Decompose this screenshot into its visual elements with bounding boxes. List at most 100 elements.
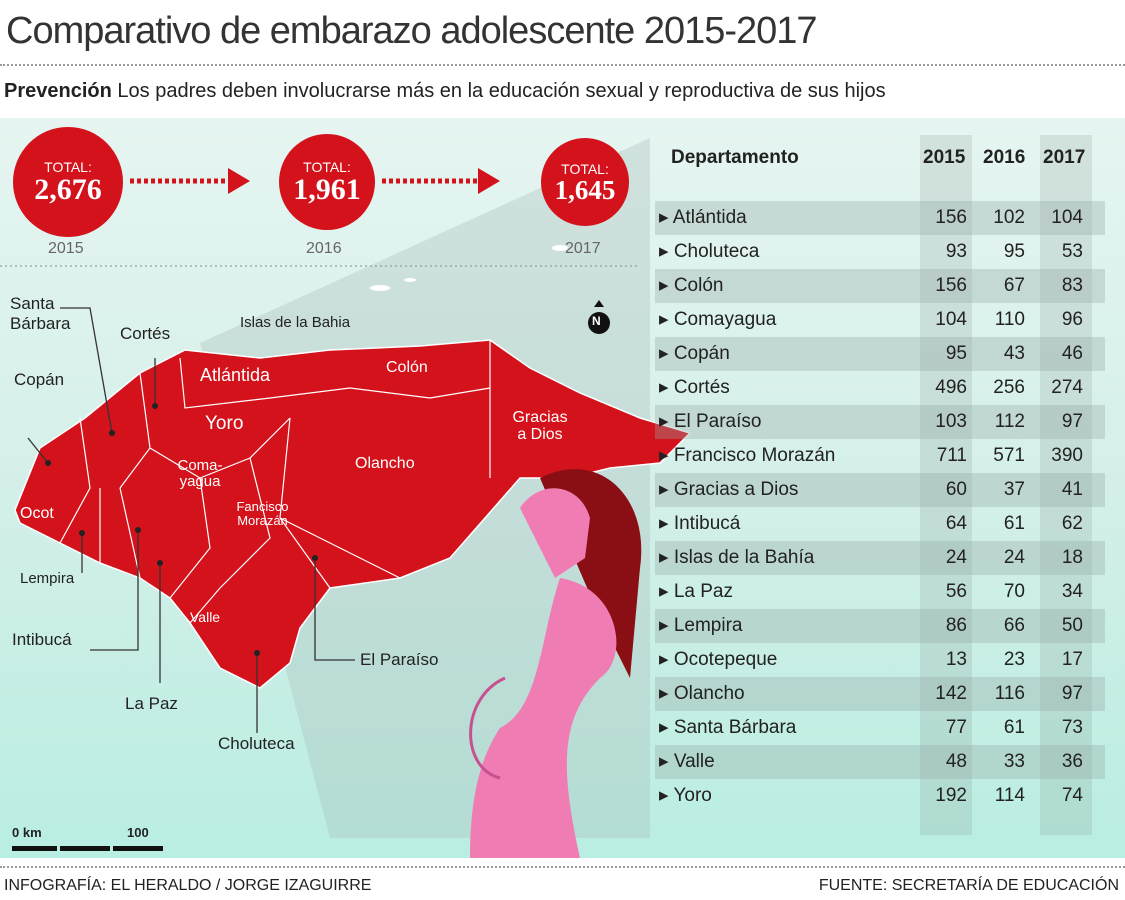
total-label: TOTAL: — [44, 159, 92, 175]
cell-value: 61 — [1003, 717, 1025, 738]
map-label: Ocot — [20, 505, 54, 522]
cell-value: 67 — [1003, 275, 1025, 296]
cell-value: 64 — [945, 513, 967, 534]
department-name: ▸ Ocotepeque — [659, 649, 778, 670]
table-row: ▸ Atlántida 156 102 104 — [655, 201, 1105, 235]
total-2015-badge: TOTAL: 2,676 — [13, 127, 123, 237]
leader-dots — [45, 403, 318, 656]
map-label: Santa Bárbara — [10, 294, 71, 334]
cell-value: 56 — [945, 581, 967, 602]
cell-value: 93 — [945, 241, 967, 262]
cell-value: 24 — [945, 547, 967, 568]
credit: INFOGRAFÍA: EL HERALDO / JORGE IZAGUIRRE — [4, 877, 372, 894]
cell-value: 41 — [1061, 479, 1083, 500]
cell-value: 66 — [1003, 615, 1025, 636]
total-value: 1,645 — [554, 174, 616, 205]
table-row: ▸ Yoro 192 114 74 — [655, 779, 1105, 813]
cell-value: 112 — [994, 411, 1025, 432]
table-row: ▸ Lempira 86 66 50 — [655, 609, 1105, 643]
cell-value: 43 — [1003, 343, 1025, 364]
column-header: 2016 — [983, 147, 1026, 168]
total-label: TOTAL: — [303, 159, 351, 175]
column-shade — [920, 135, 972, 835]
map-label: Yoro — [205, 413, 244, 434]
cell-value: 77 — [945, 717, 967, 738]
department-name: ▸ Copán — [659, 343, 730, 364]
department-name: ▸ Santa Bárbara — [659, 717, 797, 738]
map-svg — [0, 138, 692, 858]
cell-value: 104 — [1051, 207, 1083, 228]
subtitle-bold: Prevención — [4, 80, 112, 102]
department-name: ▸ Atlántida — [659, 207, 747, 228]
department-name: ▸ Intibucá — [659, 513, 741, 534]
cell-value: 102 — [993, 207, 1025, 228]
cell-value: 156 — [935, 275, 967, 296]
total-label: TOTAL: — [561, 160, 609, 177]
table-row: ▸ Choluteca 93 95 53 — [655, 235, 1105, 269]
arrow-head — [478, 168, 500, 194]
table-row: ▸ Olancho 142 116 97 — [655, 677, 1105, 711]
cell-value: 13 — [945, 649, 967, 670]
cell-value: 83 — [1061, 275, 1083, 296]
table-row: ▸ Francisco Morazán 711 571 390 — [655, 439, 1105, 473]
cell-value: 97 — [1061, 683, 1083, 704]
cell-value: 60 — [945, 479, 967, 500]
map-label: Cortés — [120, 324, 171, 343]
cell-value: 95 — [945, 343, 967, 364]
divider — [0, 866, 1125, 868]
cell-value: 390 — [1051, 445, 1083, 466]
total-value: 2,676 — [34, 173, 102, 206]
department-name: ▸ Olancho — [659, 683, 745, 704]
year-label: 2016 — [306, 240, 342, 257]
department-name: ▸ Lempira — [659, 615, 743, 636]
cell-value: 274 — [1051, 377, 1083, 398]
year-label: 2015 — [48, 240, 84, 257]
table-row: ▸ Intibucá 64 61 62 — [655, 507, 1105, 541]
department-name: ▸ Islas de la Bahía — [659, 547, 815, 568]
cell-value: 97 — [1061, 411, 1083, 432]
table-row: ▸ Colón 156 67 83 — [655, 269, 1105, 303]
cell-value: 103 — [935, 411, 967, 432]
department-name: ▸ Francisco Morazán — [659, 445, 836, 466]
map-label: Gracias a Dios — [512, 409, 568, 443]
total-2017-badge: TOTAL: 1,645 — [541, 138, 629, 226]
department-name: ▸ Comayagua — [659, 309, 777, 330]
column-header: 2017 — [1043, 147, 1086, 168]
cell-value: 33 — [1003, 751, 1025, 772]
cell-value: 36 — [1061, 751, 1083, 772]
table-row: ▸ Gracias a Dios 60 37 41 — [655, 473, 1105, 507]
map-label: Colón — [386, 359, 428, 376]
source: FUENTE: SECRETARÍA DE EDUCACIÓN — [818, 877, 1119, 894]
table-row: ▸ Cortés 496 256 274 — [655, 371, 1105, 405]
pregnant-woman-illustration — [469, 469, 642, 858]
map-label: Intibucá — [12, 630, 72, 649]
cell-value: 571 — [993, 445, 1025, 466]
map-label: Coma-yagua — [177, 457, 223, 490]
subtitle-text: Los padres deben involucrarse más en la … — [117, 80, 886, 102]
subtitle: Prevención Los padres deben involucrarse… — [4, 80, 886, 103]
column-shade — [1040, 135, 1092, 835]
table-row: ▸ La Paz 56 70 34 — [655, 575, 1105, 609]
north-arrow-icon — [588, 312, 610, 334]
map-label: Islas de la Bahia — [240, 314, 351, 331]
map-label: Atlántida — [200, 365, 271, 385]
table-row: ▸ Comayagua 104 110 96 — [655, 303, 1105, 337]
table-row: ▸ Copán 95 43 46 — [655, 337, 1105, 371]
scale-bar — [12, 846, 163, 851]
cell-value: 61 — [1003, 513, 1025, 534]
table-row: ▸ El Paraíso 103 112 97 — [655, 405, 1105, 439]
cell-value: 73 — [1061, 717, 1083, 738]
map-label: Lempira — [20, 570, 75, 587]
year-label: 2017 — [565, 240, 601, 257]
leader-lines — [27, 307, 355, 733]
map-label: Fancisco Morazán — [236, 499, 289, 528]
cell-value: 48 — [945, 751, 967, 772]
cell-value: 256 — [993, 377, 1025, 398]
arrow-head — [228, 168, 250, 194]
cell-value: 114 — [994, 785, 1025, 806]
map-label: Valle — [190, 609, 221, 625]
cell-value: 110 — [994, 309, 1025, 330]
cell-value: 116 — [994, 683, 1025, 704]
cell-value: 46 — [1061, 343, 1083, 364]
total-value: 1,961 — [293, 173, 361, 206]
